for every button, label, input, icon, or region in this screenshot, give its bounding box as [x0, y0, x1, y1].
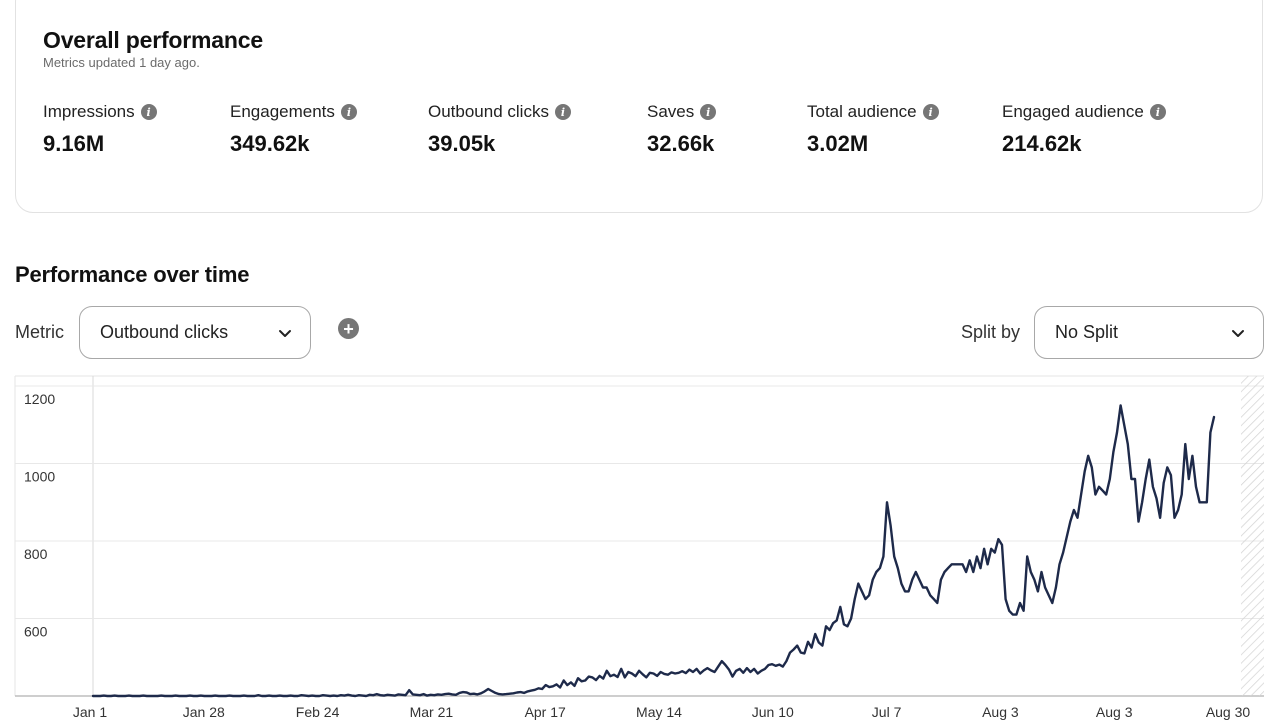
metric-value: 39.05k [428, 131, 496, 156]
metric-total-audience: Total audience i 3.02M [807, 102, 939, 157]
y-tick-label: 1200 [24, 391, 55, 407]
y-tick-label: 600 [24, 624, 48, 640]
y-tick-label: 800 [24, 546, 48, 562]
metric-saves: Saves i 32.66k [647, 102, 717, 157]
metric-value: 214.62k [1002, 131, 1082, 156]
x-tick-label: Apr 17 [525, 704, 566, 720]
split-by-label: Split by [961, 322, 1021, 342]
y-tick-label: 1000 [24, 469, 55, 485]
metric-outbound-clicks: Outbound clicks i 39.05k [428, 102, 571, 157]
x-tick-label: Jan 1 [73, 704, 107, 720]
metric-value: 3.02M [807, 131, 869, 156]
card-title: Overall performance [43, 27, 263, 53]
x-tick-label: Mar 21 [410, 704, 454, 720]
metric-value: 9.16M [43, 131, 105, 156]
x-tick-label: Aug 3 [1096, 704, 1133, 720]
metric-label: Saves [647, 102, 695, 121]
incomplete-data-area [1241, 376, 1264, 696]
plus-icon: + [343, 318, 354, 339]
info-icon[interactable]: i [700, 104, 717, 120]
chevron-down-icon [279, 329, 291, 337]
metric-select-value: Outbound clicks [100, 322, 229, 342]
x-tick-label: Aug 30 [1206, 704, 1251, 720]
metric-label: Outbound clicks [428, 102, 549, 121]
info-icon[interactable]: i [1149, 104, 1166, 120]
metric-label: Engaged audience [1002, 102, 1144, 121]
series-line [91, 404, 1216, 698]
metric-value: 349.62k [230, 131, 310, 156]
metric-value: 32.66k [647, 131, 715, 156]
metric-label: Total audience [807, 102, 917, 121]
metric-impressions: Impressions i 9.16M [43, 102, 157, 157]
overall-performance-card [15, 0, 1263, 213]
split-select-value: No Split [1055, 322, 1119, 342]
section-title: Performance over time [15, 262, 250, 287]
chevron-down-icon [1232, 329, 1244, 337]
info-icon[interactable]: i [340, 104, 357, 120]
split-select[interactable]: No Split [1034, 306, 1264, 359]
info-icon[interactable]: i [922, 104, 939, 120]
metric-label: Metric [15, 322, 64, 342]
x-tick-label: Jan 28 [183, 704, 225, 720]
info-icon[interactable]: i [554, 104, 571, 120]
metric-engaged-audience: Engaged audience i 214.62k [1002, 102, 1166, 157]
x-tick-label: Aug 3 [982, 704, 1019, 720]
performance-line-chart: 1200 1000 800 600 Jan 1 Jan 28 Feb 24 Mar 21 Ap… [14, 375, 1264, 720]
metric-label: Engagements [230, 102, 335, 121]
add-metric-button[interactable]: + [338, 318, 359, 339]
metric-engagements: Engagements i 349.62k [230, 102, 357, 157]
x-tick-label: May 14 [636, 704, 682, 720]
x-tick-label: Jun 10 [752, 704, 794, 720]
metric-select[interactable]: Outbound clicks [79, 306, 311, 359]
card-subtitle: Metrics updated 1 day ago. [43, 55, 200, 70]
info-icon[interactable]: i [140, 104, 157, 120]
x-tick-label: Feb 24 [296, 704, 340, 720]
metric-label: Impressions [43, 102, 135, 121]
x-tick-label: Jul 7 [872, 704, 902, 720]
